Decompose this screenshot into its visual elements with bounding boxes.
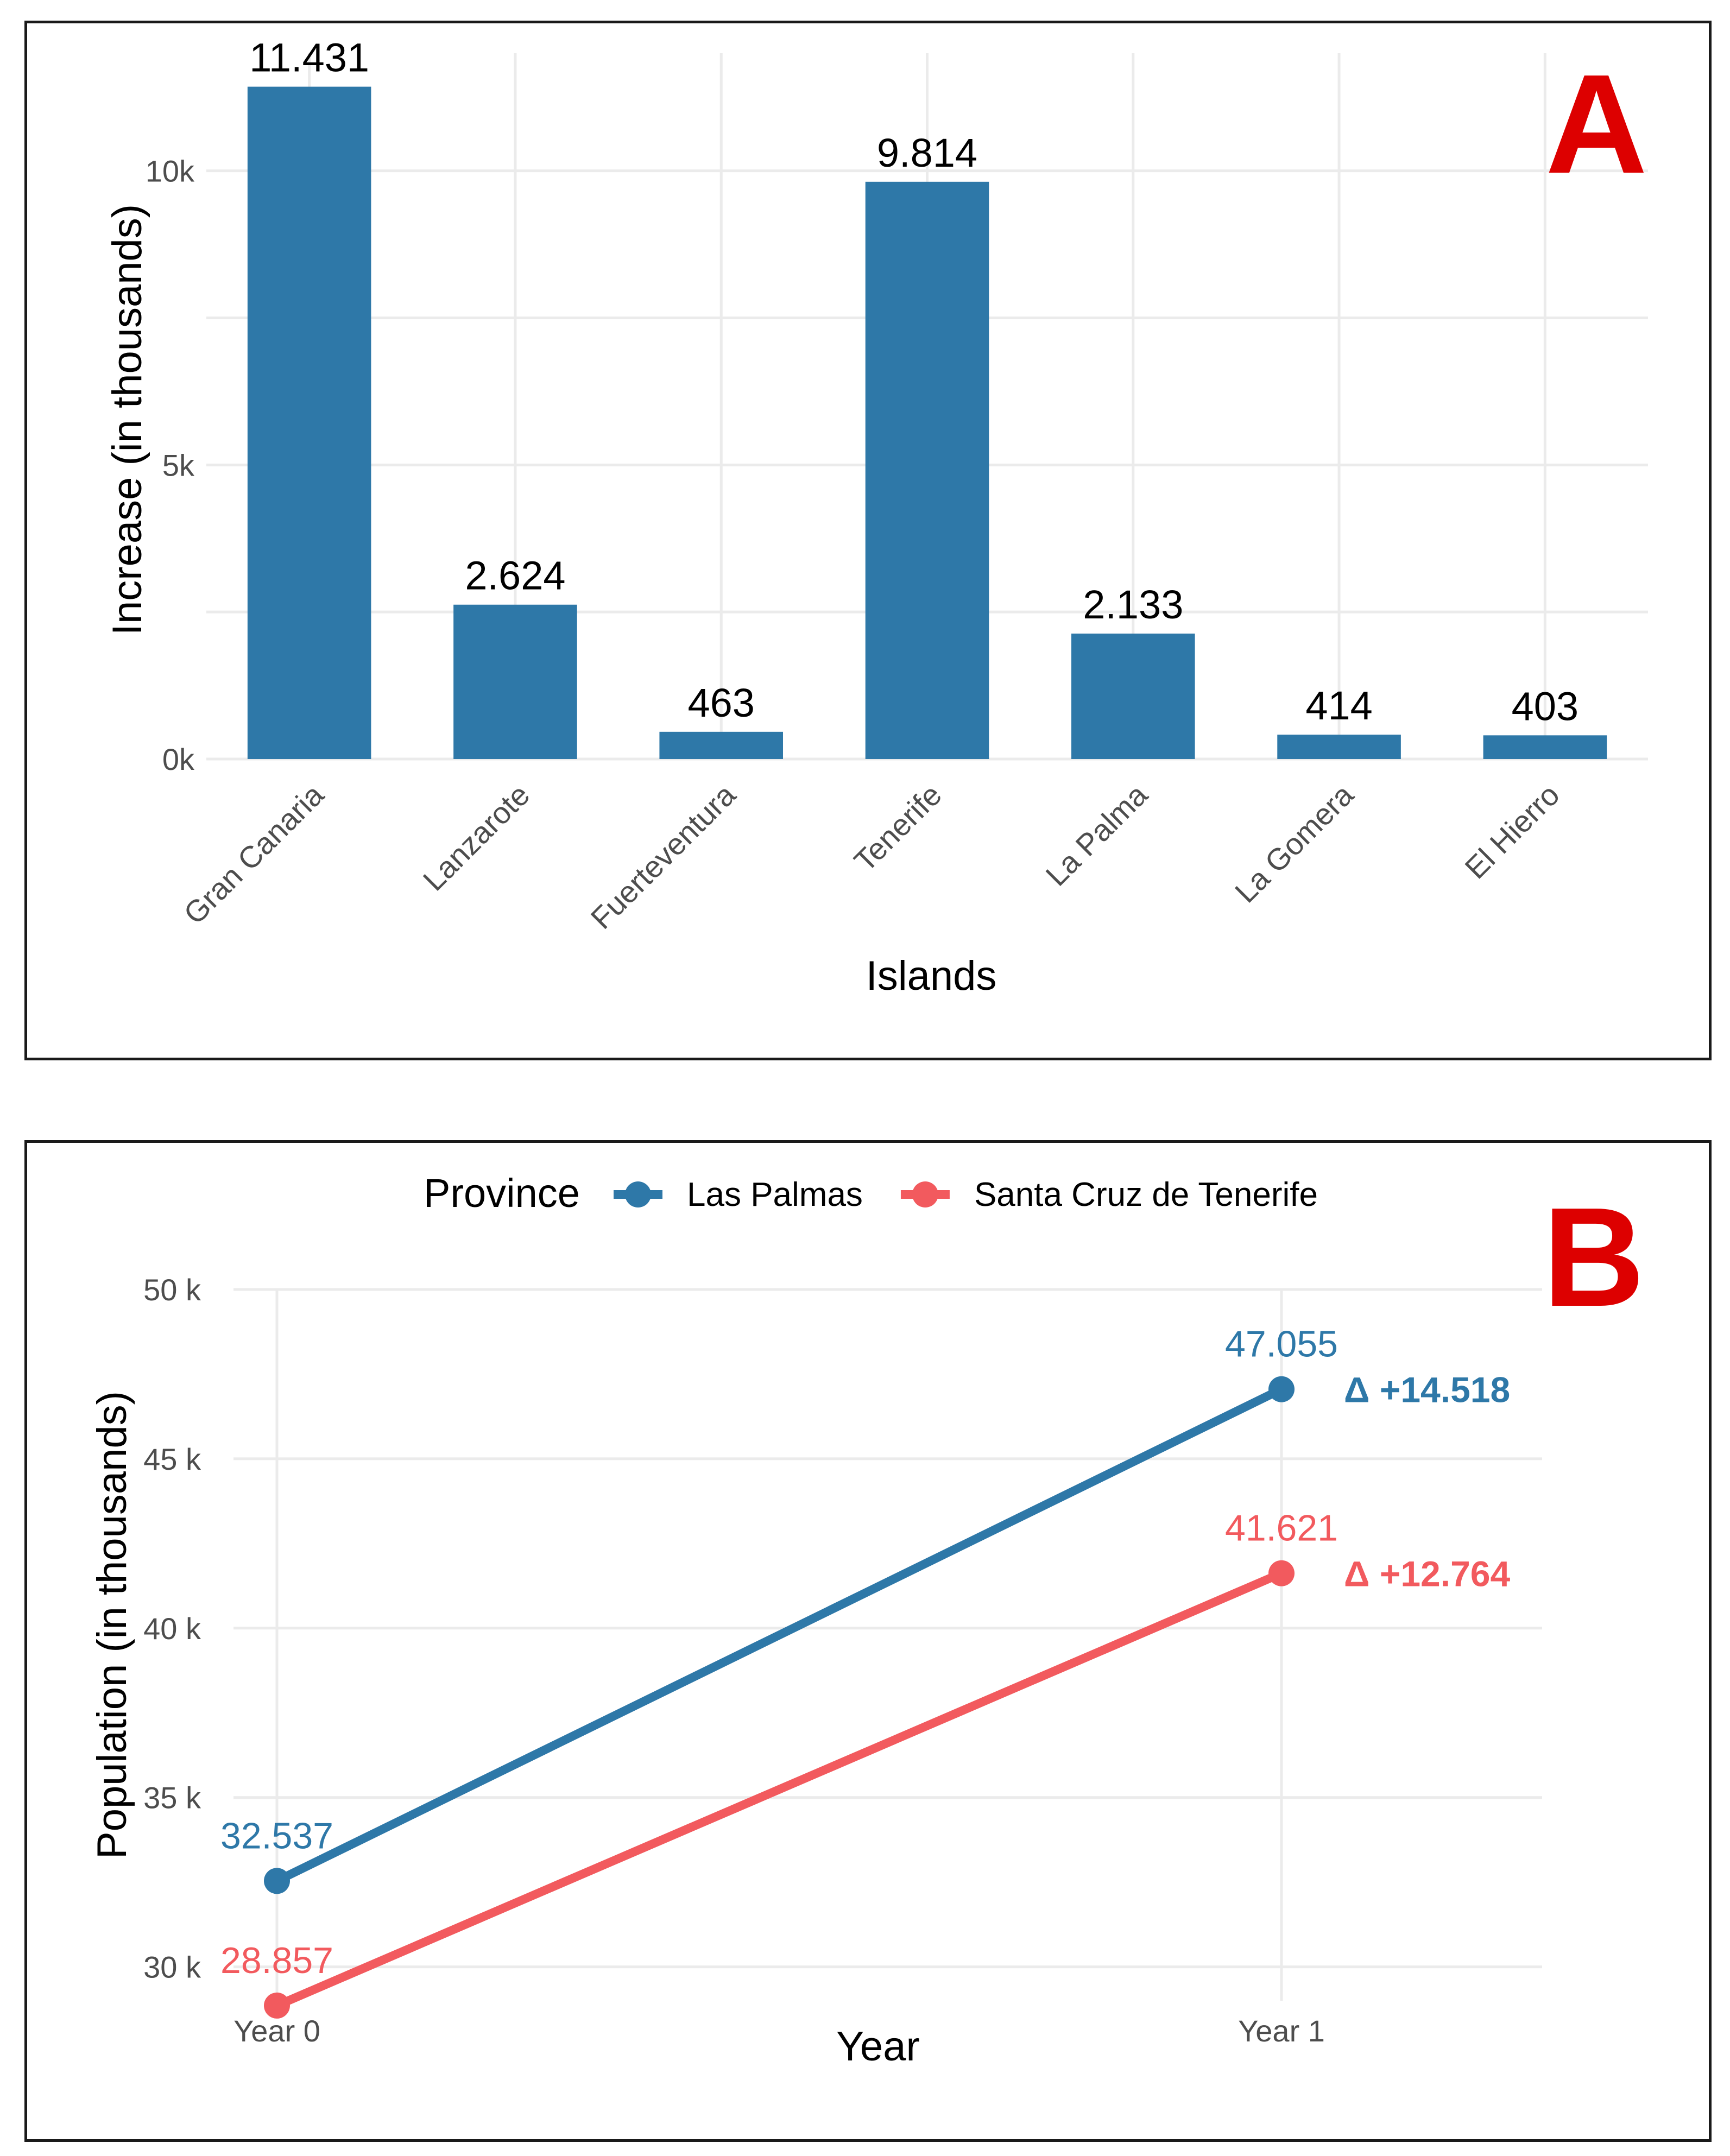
y-tick-label: 30 k [143,1950,201,1984]
panel-b-line-chart: Province Las Palmas Santa Cruz de Tenerif… [24,1140,1712,2142]
x-tick-label: Gran Canaria [177,777,331,931]
y-axis-title: Increase (in thousands) [104,204,150,635]
point-value-label: 47.055 [1225,1324,1338,1365]
x-tick-label: Fuerteventura [584,777,743,935]
legend-entry-label: Las Palmas [687,1176,863,1213]
panel-label-a: A [1545,46,1647,203]
bar-chart-svg: 11.431 2.624 463 9.814 2.133 414 403 0k 5k 10k G… [104,35,1648,999]
x-tick-label: Tenerife [848,777,948,878]
bar-value-label: 9.814 [877,130,977,175]
legend: Province Las Palmas Santa Cruz de Tenerif… [424,1171,1318,1216]
y-tick-label: 10k [146,154,195,188]
bar [865,181,989,760]
bar-chart-bars [247,86,1607,760]
legend-key-point [625,1181,651,1207]
series-line [273,1569,1286,2010]
y-tick-label: 50 k [143,1273,201,1307]
bar [659,731,783,759]
legend-items: Las Palmas Santa Cruz de Tenerife [614,1176,1318,1213]
x-tick-label: Year 1 [1238,2014,1325,2048]
x-tick-label: El Hierro [1458,777,1566,886]
series-point [264,1868,290,1894]
bar-value-label: 2.624 [465,553,565,598]
series-line [273,1384,1286,1886]
bar [247,86,371,760]
y-tick-label: 0k [162,742,195,776]
bar-value-label: 414 [1305,683,1372,728]
series-point [1268,1560,1295,1586]
bar [453,604,577,759]
bar-chart-y-ticks: 0k 5k 10k [146,154,195,776]
legend-key-point [912,1181,938,1207]
line-chart-series [264,1376,1295,2019]
legend-title: Province [424,1171,580,1216]
bar-value-label: 11.431 [249,35,369,80]
point-value-label: 28.857 [220,1940,333,1981]
series-point [264,1992,290,2019]
legend-entry-label: Santa Cruz de Tenerife [974,1176,1318,1213]
x-tick-label: La Palma [1039,777,1154,892]
line-chart-svg: Province Las Palmas Santa Cruz de Tenerif… [89,1171,1645,2070]
delta-label: Δ +14.518 [1344,1370,1510,1410]
line-chart-gridlines [233,1288,1542,2001]
bar [1277,735,1401,759]
bar-chart-value-labels: 11.431 2.624 463 9.814 2.133 414 403 [249,35,1579,729]
series-point [1268,1376,1295,1402]
x-tick-label: La Gomera [1228,777,1360,909]
y-tick-label: 35 k [143,1781,201,1815]
bar-value-label: 463 [687,680,754,725]
x-axis-title: Islands [866,953,997,999]
panel-a-bar-chart: 11.431 2.624 463 9.814 2.133 414 403 0k 5k 10k G… [24,21,1712,1060]
bar-chart-x-ticks: Gran Canaria Lanzarote Fuerteventura Teneri… [177,777,1566,935]
point-value-label: 32.537 [220,1815,333,1856]
y-tick-label: 40 k [143,1611,201,1646]
x-tick-label: Lanzarote [416,777,536,897]
bar-value-label: 2.133 [1083,582,1183,627]
panel-label-b: B [1543,1179,1645,1336]
bar [1483,735,1607,759]
y-tick-label: 5k [162,448,195,482]
x-axis-title: Year [836,2024,920,2070]
line-chart-x-ticks: Year 0 Year 1 [233,2014,1325,2048]
y-tick-label: 45 k [143,1442,201,1476]
x-tick-label: Year 0 [233,2014,320,2048]
y-axis-title: Population (in thousands) [89,1391,135,1859]
line-chart-y-ticks: 30 k 35 k 40 k 45 k 50 k [143,1273,201,1984]
bar [1071,633,1195,759]
delta-label: Δ +12.764 [1344,1554,1510,1594]
bar-value-label: 403 [1512,684,1579,729]
point-value-label: 41.621 [1225,1508,1338,1549]
